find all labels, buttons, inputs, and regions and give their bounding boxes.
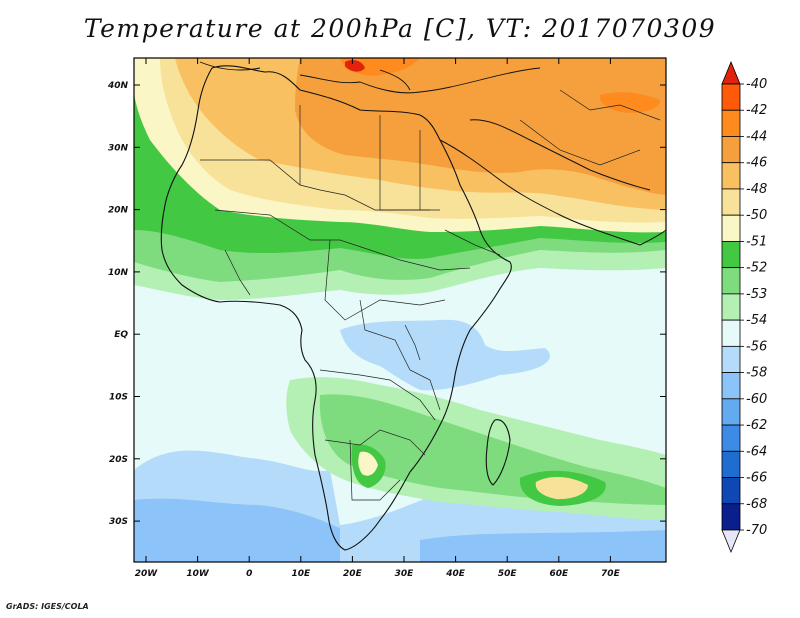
band-minus44 xyxy=(295,58,666,195)
colorbar-label: -52 xyxy=(746,261,767,276)
lat-label: 10N xyxy=(108,268,129,278)
plot-frame xyxy=(133,57,667,563)
colorbar: -40 -42 -44 -46 -48 -50 -51 -52 -53 -54 -56 -58 -60 -… xyxy=(721,60,767,554)
colorbar-label: -56 xyxy=(746,339,767,354)
colorbar-label: -53 xyxy=(746,287,767,302)
colorbar-swatch xyxy=(721,503,741,531)
colorbar-swatch xyxy=(721,267,741,295)
lon-label: 60E xyxy=(549,569,569,579)
colorbar-label: -70 xyxy=(746,523,767,538)
band-minus58-south xyxy=(134,498,340,562)
lat-label: 40N xyxy=(107,81,129,91)
colorbar-swatch xyxy=(721,136,741,164)
colorbar-label: -64 xyxy=(746,444,767,459)
colorbar-label: -42 xyxy=(746,103,767,118)
africa-coastline xyxy=(160,65,512,551)
colorbar-label: -40 xyxy=(746,77,767,92)
colorbar-label: -60 xyxy=(746,392,767,407)
colorbar-swatch xyxy=(721,83,741,111)
longitude-axis: 20W 10W 0 10E 20E 30E 40E 50E 60E 70E xyxy=(135,58,621,579)
map-title: Temperature at 200hPa [C], VT: 201707030… xyxy=(83,14,717,43)
colorbar-swatch xyxy=(721,188,741,216)
lon-label: 50E xyxy=(498,569,518,579)
lon-label: 0 xyxy=(246,569,252,579)
colorbar-swatch xyxy=(721,109,741,137)
band-minus40 xyxy=(345,60,365,72)
lat-label: 30S xyxy=(109,517,128,527)
lat-label: 10S xyxy=(109,393,128,403)
temperature-field xyxy=(134,58,666,562)
band-minus56-equator xyxy=(340,319,550,391)
country-borders xyxy=(200,89,661,501)
colorbar-swatch xyxy=(721,398,741,426)
lat-label: 20N xyxy=(108,206,129,216)
latitude-axis: 40N 30N 20N 10N EQ 10S 20S 30S xyxy=(107,81,666,527)
lon-label: 10E xyxy=(291,569,311,579)
colorbar-label: -68 xyxy=(746,497,767,512)
lon-label: 30E xyxy=(395,569,415,579)
colorbar-label: -66 xyxy=(746,471,767,486)
arabia-coastline xyxy=(439,119,666,246)
colorbar-label: -51 xyxy=(746,234,767,249)
europe-coastline xyxy=(199,61,541,94)
colorbar-label: -48 xyxy=(746,182,767,197)
lon-label: 20W xyxy=(135,569,159,579)
lat-label: 20S xyxy=(109,455,128,465)
colorbar-swatch xyxy=(721,293,741,321)
grads-credit: GrADS: IGES/COLA xyxy=(6,602,89,611)
colorbar-swatch xyxy=(721,424,741,452)
colorbar-swatch xyxy=(721,162,741,190)
colorbar-label: -46 xyxy=(746,156,767,171)
colorbar-label: -58 xyxy=(746,366,767,381)
lon-label: 20E xyxy=(343,569,363,579)
colorbar-label: -54 xyxy=(746,313,767,328)
lon-label: 10W xyxy=(186,569,210,579)
colorbar-label: -44 xyxy=(746,129,767,144)
colorbar-swatch xyxy=(721,345,741,373)
colorbar-swatch xyxy=(721,214,741,242)
band-minus48-south xyxy=(535,476,588,500)
colorbar-swatch xyxy=(721,450,741,478)
colorbar-arrow-top xyxy=(721,60,741,85)
colorbar-label: -62 xyxy=(746,418,767,433)
band-minus42b xyxy=(599,92,660,113)
lon-label: 70E xyxy=(601,569,621,579)
lat-label: 30N xyxy=(108,143,129,153)
colorbar-swatch xyxy=(721,372,741,400)
band-minus50-south xyxy=(358,451,378,476)
colorbar-arrow-bottom xyxy=(721,529,741,554)
lon-label: 40E xyxy=(445,569,466,579)
colorbar-label: -50 xyxy=(746,208,767,223)
lat-label: EQ xyxy=(114,330,128,340)
colorbar-swatch xyxy=(721,241,741,269)
band-minus58-south2 xyxy=(420,530,666,562)
colorbar-swatch xyxy=(721,477,741,505)
colorbar-swatch xyxy=(721,319,741,347)
madagascar-coastline xyxy=(485,419,511,486)
